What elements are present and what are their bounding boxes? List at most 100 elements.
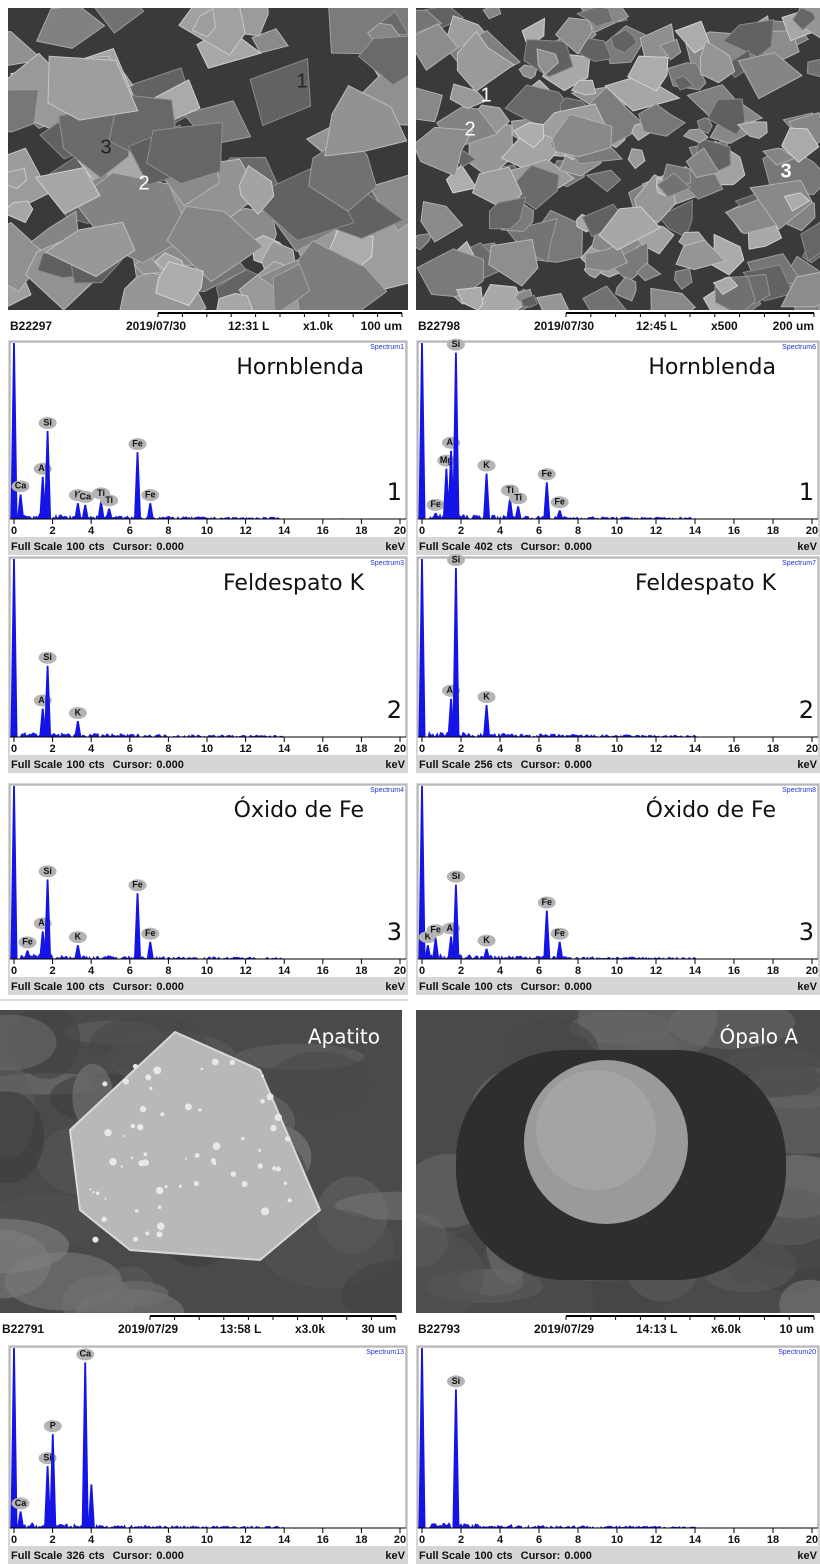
peak-tag bbox=[537, 896, 556, 909]
spectrum-noise bbox=[422, 513, 812, 519]
sem-content bbox=[416, 8, 820, 310]
peak-tag bbox=[426, 498, 445, 511]
caption-magnification: x3.0k bbox=[295, 1322, 325, 1336]
grain bbox=[675, 239, 727, 271]
axis-strip bbox=[10, 519, 406, 537]
blur-blob bbox=[0, 1218, 70, 1274]
peak-label: K bbox=[483, 691, 490, 701]
x-tick-label: 10 bbox=[201, 525, 213, 537]
grain bbox=[488, 238, 539, 287]
spectrum-id: Spectrum8 bbox=[782, 787, 816, 794]
point-number: 2 bbox=[387, 696, 402, 724]
caption-scale: 10 um bbox=[779, 1322, 814, 1336]
x-tick-label: 4 bbox=[88, 525, 95, 537]
peak-label: K bbox=[75, 707, 82, 717]
x-tick-label: 0 bbox=[419, 743, 425, 755]
x-tick-label: 6 bbox=[536, 965, 542, 977]
x-tick-label: 8 bbox=[575, 1534, 581, 1546]
grain bbox=[806, 58, 820, 78]
grain bbox=[146, 121, 223, 185]
x-tick-label: 4 bbox=[497, 1534, 504, 1546]
peak-tag bbox=[509, 492, 528, 505]
peak bbox=[24, 950, 32, 959]
peak-label: Fe bbox=[145, 928, 156, 938]
speck bbox=[258, 1149, 262, 1152]
x-tick-label: 20 bbox=[394, 965, 406, 977]
peak bbox=[432, 938, 440, 959]
peak bbox=[87, 1484, 95, 1528]
x-tick-label: 12 bbox=[239, 965, 251, 977]
plot-area bbox=[417, 341, 819, 520]
blur-blob bbox=[104, 1281, 169, 1307]
blur-blob bbox=[726, 1048, 820, 1077]
speck bbox=[137, 1124, 144, 1131]
x-tick-label: 8 bbox=[165, 1534, 171, 1546]
peak bbox=[17, 494, 25, 519]
grain bbox=[570, 79, 597, 96]
peak bbox=[10, 559, 18, 737]
grain bbox=[551, 113, 613, 158]
peak bbox=[543, 482, 551, 519]
x-tick-label: 4 bbox=[88, 965, 95, 977]
peak bbox=[10, 786, 18, 959]
cursor-value: 0.000 bbox=[564, 981, 592, 993]
x-tick-label: 8 bbox=[575, 525, 581, 537]
peak bbox=[134, 452, 142, 519]
speck bbox=[145, 1231, 150, 1236]
speck bbox=[130, 1156, 134, 1160]
grain bbox=[155, 261, 204, 307]
grain bbox=[536, 48, 559, 76]
x-tick-label: 16 bbox=[728, 965, 740, 977]
x-tick-label: 8 bbox=[575, 743, 581, 755]
full-scale-label: Full Scale bbox=[419, 759, 470, 771]
plot-area bbox=[417, 1346, 819, 1529]
grain bbox=[535, 293, 570, 310]
peak-label: Ti bbox=[97, 488, 105, 498]
grain bbox=[627, 148, 646, 170]
grain bbox=[482, 8, 502, 20]
full-scale-label: Full Scale bbox=[419, 981, 470, 993]
footer: Full Scale 100 cts Cursor: 0.000 bbox=[11, 981, 184, 993]
plot-area bbox=[9, 784, 407, 960]
peak bbox=[452, 884, 460, 959]
peak bbox=[418, 786, 426, 959]
x-tick-label: 0 bbox=[419, 525, 425, 537]
full-scale: 100 bbox=[474, 1550, 492, 1562]
grain bbox=[610, 29, 638, 54]
peak-tag bbox=[68, 706, 87, 719]
x-tick-label: 16 bbox=[317, 743, 329, 755]
point-number: 2 bbox=[799, 696, 814, 724]
peak-label: Fe bbox=[132, 438, 143, 448]
speck bbox=[89, 1188, 92, 1191]
grain bbox=[357, 35, 408, 86]
grain bbox=[674, 20, 711, 54]
speck bbox=[155, 1186, 164, 1195]
sem-content bbox=[0, 1010, 402, 1313]
x-tick-label: 2 bbox=[50, 743, 56, 755]
grain bbox=[737, 52, 803, 100]
speck bbox=[274, 1113, 282, 1122]
speck bbox=[133, 1236, 139, 1242]
full-scale: 100 bbox=[66, 981, 84, 993]
particle bbox=[68, 1030, 322, 1262]
peak bbox=[81, 504, 89, 519]
peak-label: Al bbox=[38, 918, 47, 928]
x-tick-label: 4 bbox=[497, 525, 504, 537]
speck bbox=[211, 1058, 219, 1066]
x-tick-label: 8 bbox=[165, 965, 171, 977]
speck bbox=[164, 1185, 168, 1189]
peak-label: Al bbox=[38, 695, 47, 705]
peak bbox=[483, 948, 491, 959]
peak bbox=[452, 1389, 460, 1528]
x-tick-label: 14 bbox=[278, 965, 291, 977]
x-tick-label: 8 bbox=[575, 965, 581, 977]
grain bbox=[456, 30, 515, 93]
plot-area bbox=[417, 784, 819, 960]
x-tick-label: 6 bbox=[127, 525, 133, 537]
speck bbox=[101, 1216, 107, 1223]
speck bbox=[261, 1207, 270, 1216]
peak-label: Ti bbox=[514, 493, 522, 503]
footer: Full Scale 100 cts Cursor: 0.000 bbox=[11, 759, 184, 771]
peak-tag bbox=[446, 338, 465, 351]
